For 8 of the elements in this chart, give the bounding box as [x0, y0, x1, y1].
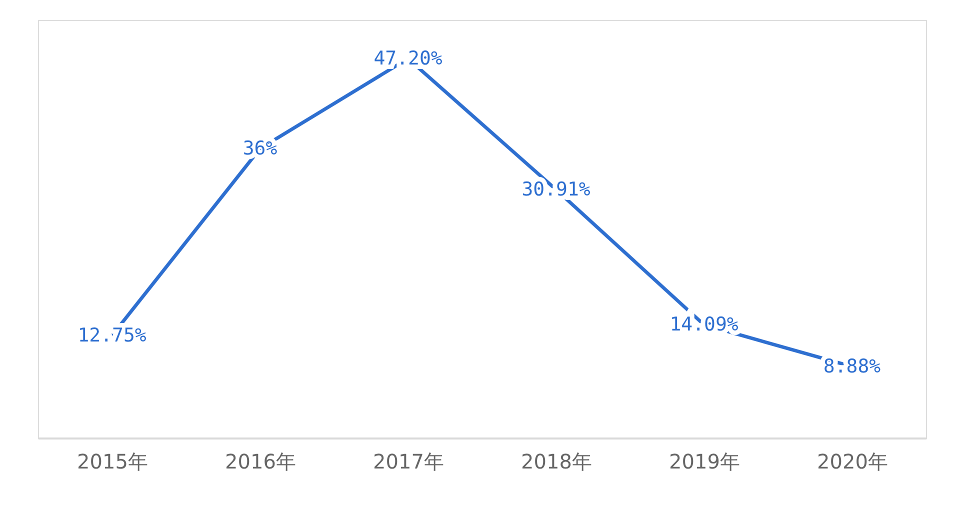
x-tick-label: 2020年	[817, 450, 888, 474]
x-tick-label: 2018年	[521, 450, 592, 474]
data-label: 47.20%	[374, 48, 443, 70]
x-tick-label: 2017年	[373, 450, 444, 474]
x-tick-label: 2015年	[77, 450, 148, 474]
x-tick-label: 2019年	[669, 450, 740, 474]
data-label: 12.75%	[78, 324, 147, 347]
x-tick-label: 2016年	[225, 450, 296, 474]
